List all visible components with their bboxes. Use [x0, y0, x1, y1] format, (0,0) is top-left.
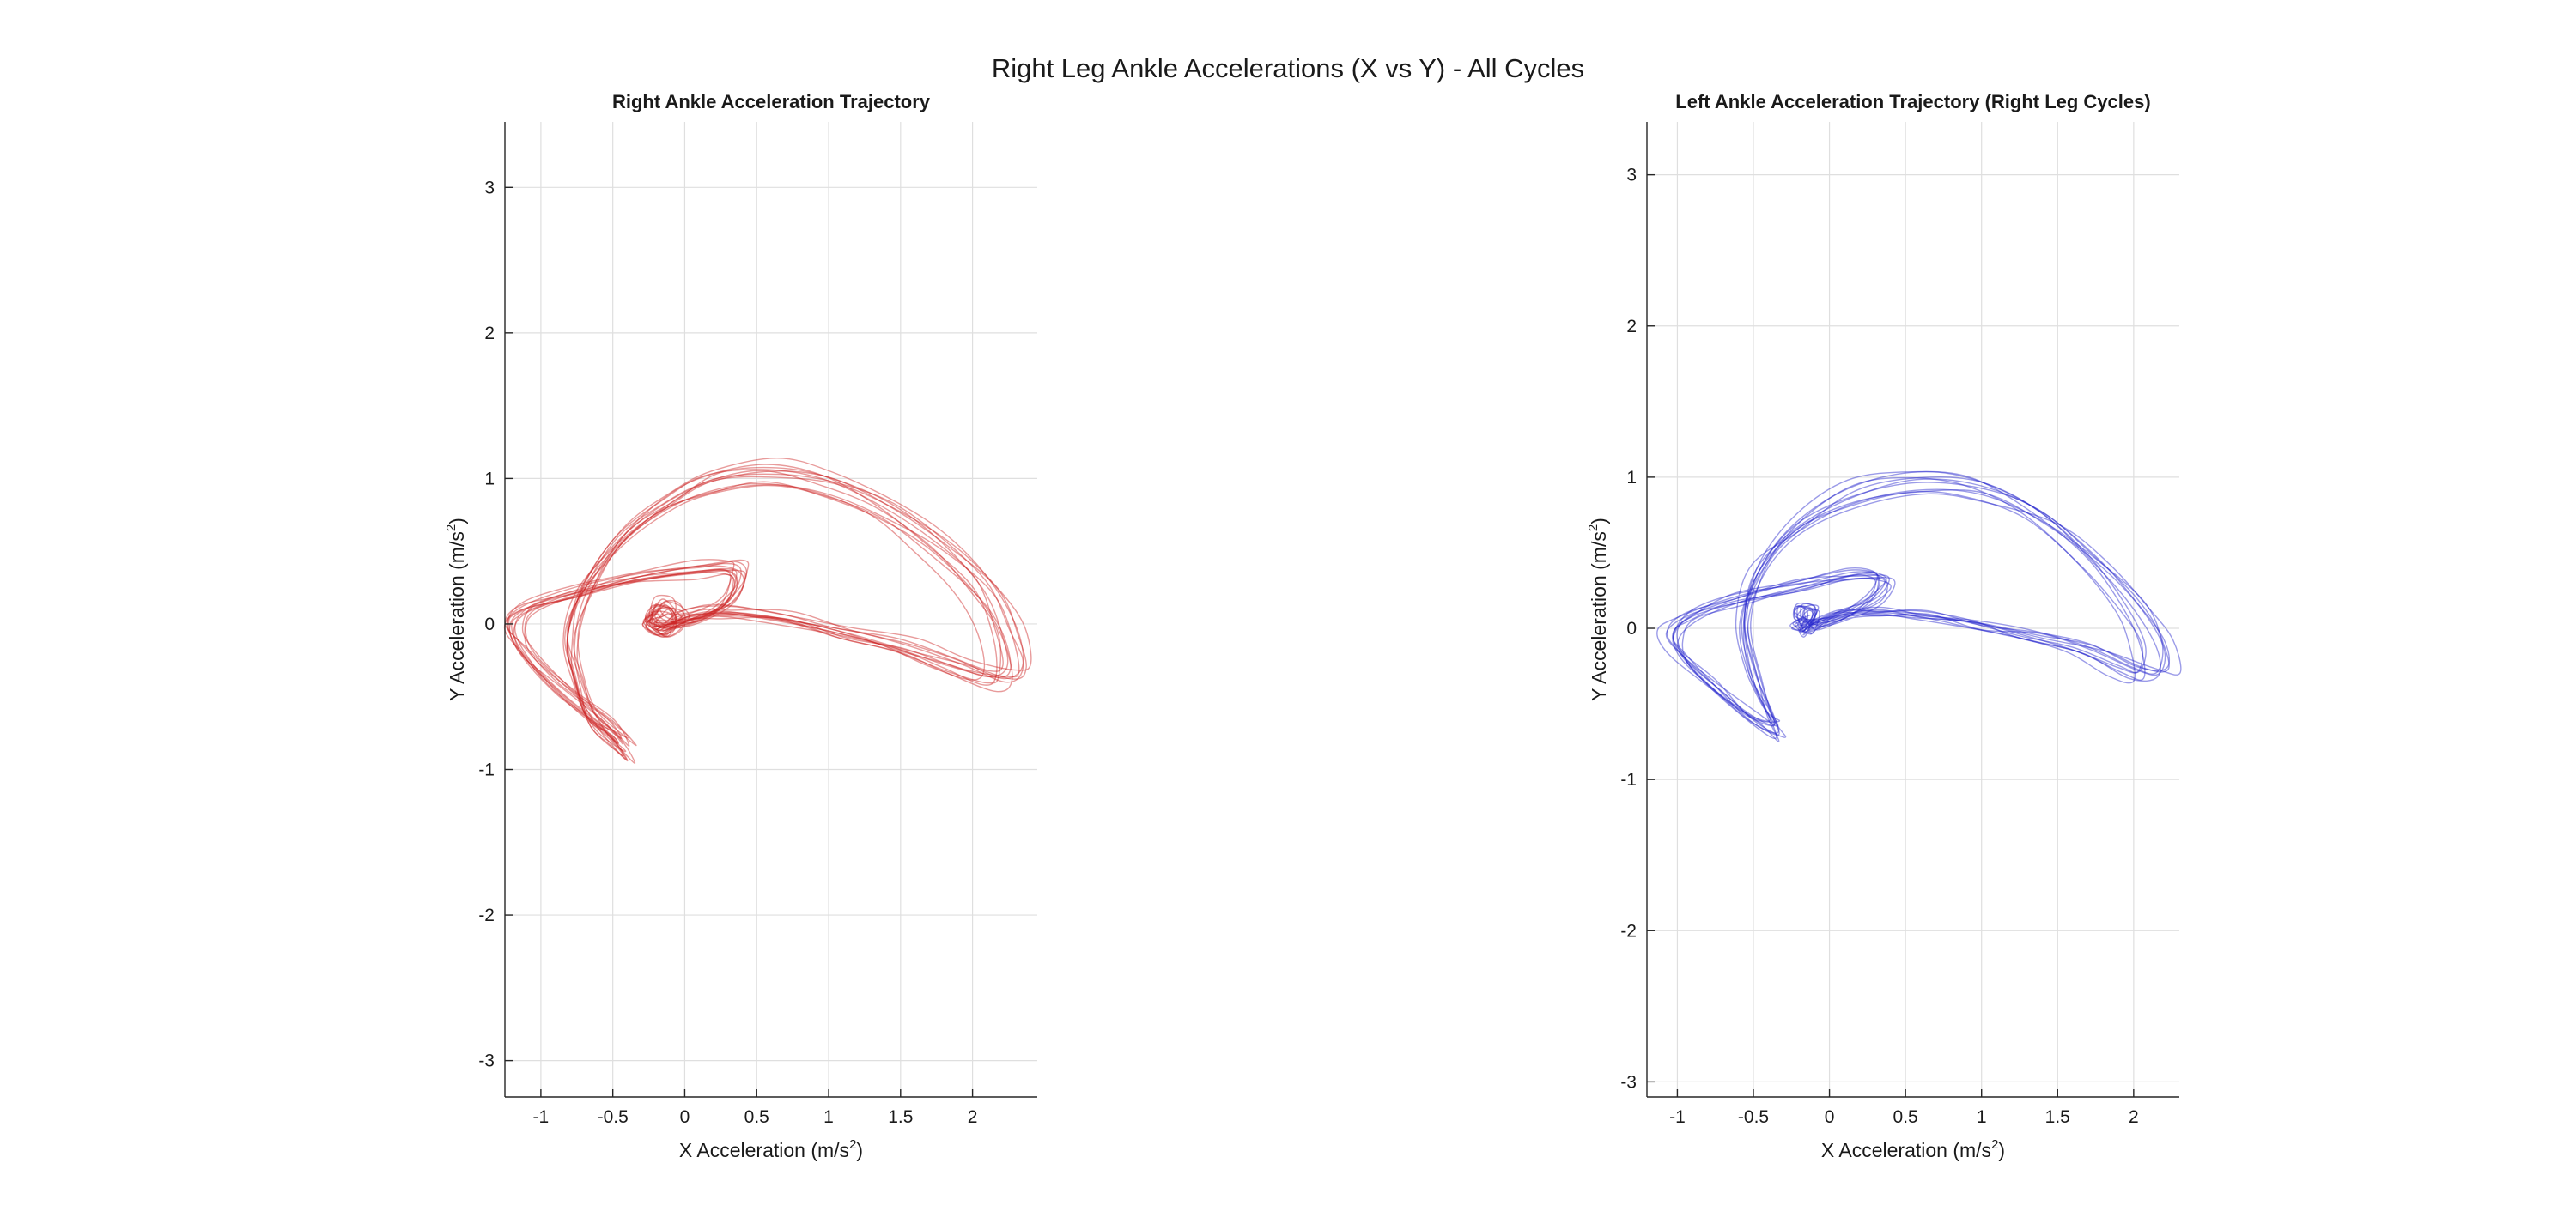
axes-title: Right Ankle Acceleration Trajectory — [612, 91, 931, 112]
trajectory-cycle-line — [524, 466, 1013, 764]
y-tick-label: -2 — [1620, 921, 1637, 941]
trajectory-cycle-line — [1656, 488, 2170, 722]
x-tick-label: -1 — [1669, 1107, 1686, 1127]
x-axis-label-close: ) — [1998, 1139, 2005, 1161]
y-axis-label-close: ) — [446, 518, 468, 524]
trajectory-cycle-line — [1666, 482, 2171, 726]
x-tick-label: 1 — [823, 1107, 834, 1127]
trajectory-cycle-line — [1672, 488, 2166, 734]
figure-title: Right Leg Ankle Accelerations (X vs Y) -… — [992, 53, 1584, 83]
x-axis-label-text: X Acceleration (m/s — [1821, 1139, 1991, 1161]
trajectory-cycle-line — [1677, 476, 2161, 738]
trajectory-cycle-line — [525, 482, 986, 747]
trajectory-cycle-line — [506, 469, 1004, 739]
trajectory-cycle-line — [508, 484, 1012, 745]
y-axis-label: Y Acceleration (m/s2) — [444, 518, 468, 701]
x-tick-label: -0.5 — [1738, 1107, 1769, 1127]
x-axis-label-superscript: 2 — [849, 1137, 856, 1152]
x-axis-label: X Acceleration (m/s2) — [1821, 1137, 2005, 1161]
x-axis-label-superscript: 2 — [1991, 1137, 1998, 1152]
y-tick-label: 1 — [484, 469, 495, 488]
x-tick-label: 0 — [680, 1107, 690, 1127]
trajectory-cycle-line — [1672, 490, 2144, 727]
trajectory-cycle-line — [1665, 493, 2182, 727]
y-axis-label-text: Y Acceleration (m/s — [1588, 531, 1610, 701]
axes-title: Left Ankle Acceleration Trajectory (Righ… — [1675, 91, 2150, 112]
trajectory-cycle-line — [507, 470, 1027, 757]
x-tick-label: 1.5 — [888, 1107, 913, 1127]
x-axis-label-text: X Acceleration (m/s — [679, 1139, 849, 1161]
x-tick-label: 1.5 — [2045, 1107, 2070, 1127]
y-tick-label: -1 — [1620, 770, 1637, 790]
y-axis-label: Y Acceleration (m/s2) — [1586, 518, 1610, 701]
x-axis-label-close: ) — [856, 1139, 863, 1161]
y-tick-label: 3 — [1626, 166, 1637, 185]
y-tick-label: 2 — [484, 324, 495, 343]
y-axis-label-superscript: 2 — [1586, 524, 1601, 531]
trajectory-cycle-line — [503, 483, 1020, 744]
y-tick-label: 3 — [484, 178, 495, 197]
y-tick-label: -3 — [1620, 1072, 1637, 1092]
y-tick-label: 0 — [484, 615, 495, 634]
x-tick-label: 1 — [1977, 1107, 1987, 1127]
trajectory-cycle-line — [1672, 470, 2147, 736]
y-axis-label-text: Y Acceleration (m/s — [446, 531, 468, 701]
y-axis-label-close: ) — [1588, 518, 1610, 524]
x-tick-label: -1 — [533, 1107, 550, 1127]
x-tick-label: 2 — [968, 1107, 978, 1127]
trajectory-cycle-line — [511, 481, 1009, 745]
y-axis-label-superscript: 2 — [444, 524, 459, 531]
trajectory-cycle-line — [1681, 476, 2136, 742]
y-tick-label: -1 — [478, 760, 495, 780]
x-axis-label: X Acceleration (m/s2) — [679, 1137, 863, 1161]
y-tick-label: -2 — [478, 906, 495, 925]
trajectory-cycle-line — [504, 476, 1032, 738]
y-tick-label: 2 — [1626, 317, 1637, 336]
y-tick-label: 1 — [1626, 468, 1637, 488]
x-tick-label: 0.5 — [744, 1107, 769, 1127]
x-tick-label: 0.5 — [1893, 1107, 1918, 1127]
trajectory-cycle-line — [1673, 478, 2164, 723]
trajectory-cycle-line — [513, 470, 1002, 753]
trajectory-cycle-line — [1676, 470, 2146, 740]
trajectory-cycle-line — [507, 457, 1024, 761]
x-tick-label: 2 — [2129, 1107, 2139, 1127]
trajectory-cycle-line — [521, 473, 1024, 747]
trajectory-cycle-line — [513, 464, 998, 762]
x-tick-label: 0 — [1825, 1107, 1835, 1127]
x-tick-label: -0.5 — [598, 1107, 629, 1127]
y-tick-label: -3 — [478, 1051, 495, 1071]
y-tick-label: 0 — [1626, 619, 1637, 639]
